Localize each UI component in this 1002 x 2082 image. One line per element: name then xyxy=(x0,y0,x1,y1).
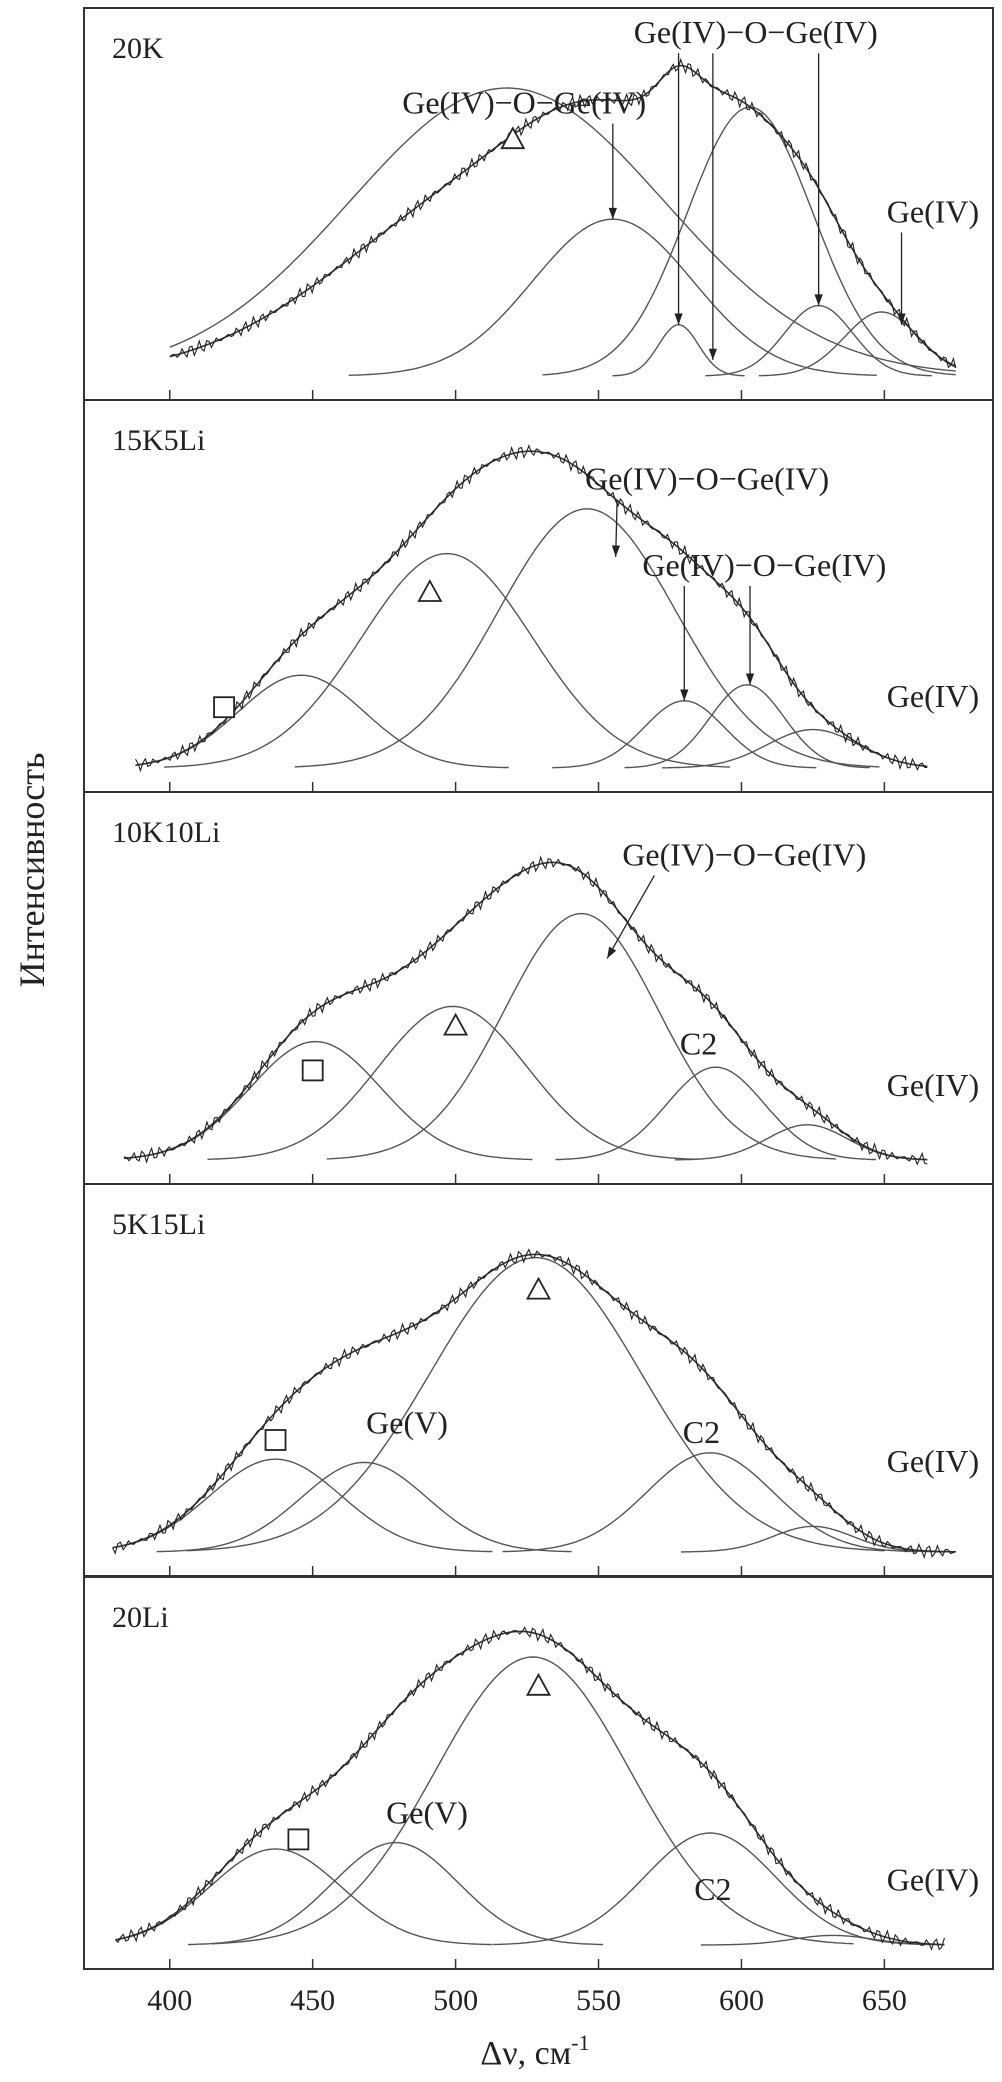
annotation-arrowhead xyxy=(897,313,906,325)
x-axis-label-exponent: -1 xyxy=(571,2030,589,2055)
annotation-arrowhead xyxy=(611,545,621,557)
measured-spectrum xyxy=(112,1248,957,1560)
x-tick-label: 400 xyxy=(147,1984,192,2017)
panel-frame xyxy=(83,1183,994,1577)
fitted-envelope xyxy=(123,861,928,1161)
component-peak-2 xyxy=(163,552,731,768)
component-peak-6 xyxy=(758,311,957,377)
annotation-arrowhead xyxy=(674,313,683,325)
component-peak-5 xyxy=(624,684,870,769)
component-peak-4 xyxy=(555,1066,877,1161)
triangle-marker xyxy=(443,1012,469,1036)
component-peak-4 xyxy=(542,106,956,376)
panel-label: 20K xyxy=(112,32,164,65)
panel-4: 5K15Li Ge(V) C2 Ge(IV) xyxy=(83,1183,994,1577)
component-peak-1 xyxy=(112,1458,493,1553)
panel-frame xyxy=(83,7,994,401)
component-peak-3 xyxy=(294,508,880,768)
panel-label: 10K10Li xyxy=(112,816,220,849)
panel-frame xyxy=(83,1576,994,1970)
x-axis: 400 450 500 550 600 650 xyxy=(147,1984,907,2017)
peak-annotation: Ge(IV)−O−Ge(IV) xyxy=(622,837,866,873)
component-peak-3 xyxy=(326,912,837,1160)
peak-annotation: Ge(V) xyxy=(386,1794,468,1830)
peak-annotation: Ge(V) xyxy=(366,1405,448,1441)
component-peak-1 xyxy=(115,1848,493,1946)
component-peak-1 xyxy=(123,1040,533,1161)
panel-label: 5K15Li xyxy=(112,1208,205,1241)
panel-5: 20Li Ge(V) C2 Ge(IV) xyxy=(83,1576,994,1970)
x-tick-label: 650 xyxy=(862,1984,907,2017)
peak-annotation: Ge(IV) xyxy=(887,1067,979,1103)
peak-annotation: C2 xyxy=(694,1871,731,1907)
square-marker xyxy=(301,1059,324,1082)
peak-annotation: C2 xyxy=(680,1025,717,1061)
peak-annotation: Ge(IV) xyxy=(887,1862,979,1898)
x-tick-label: 500 xyxy=(433,1984,478,2017)
x-axis-label-main: Δν, см xyxy=(480,2035,571,2072)
peak-annotation: Ge(IV) xyxy=(887,678,979,714)
peak-annotation: Ge(IV)−O−Ge(IV) xyxy=(585,461,829,497)
x-axis-label: Δν, см-1 xyxy=(480,2030,589,2072)
panel-1: 20K Ge(IV)−O−Ge(IV) Ge(IV)−O−Ge(IV) Ge(IV) xyxy=(83,7,994,401)
triangle-marker xyxy=(417,579,443,602)
square-marker xyxy=(213,696,235,719)
peak-annotation: Ge(IV) xyxy=(887,1443,979,1479)
annotation-arrowhead xyxy=(708,348,717,360)
panel-label: 15K5Li xyxy=(112,424,205,457)
panel-3: 10K10Li Ge(IV)−O−Ge(IV) C2 Ge(IV) xyxy=(83,791,994,1185)
component-peak-6 xyxy=(662,728,928,769)
component-peak-3 xyxy=(186,1256,885,1552)
component-peak-1 xyxy=(169,87,956,372)
component-peak-5 xyxy=(700,1934,945,1946)
spectra-panels: 20KGe(IV)−O−Ge(IV)Ge(IV)−O−Ge(IV)Ge(IV)1… xyxy=(83,7,994,1970)
component-peak-2 xyxy=(156,1461,572,1553)
measured-spectrum xyxy=(135,443,928,773)
annotation-arrow xyxy=(606,875,655,959)
component-peak-4 xyxy=(552,700,817,769)
triangle-marker xyxy=(525,1672,552,1696)
x-tick-label: 450 xyxy=(290,1984,335,2017)
annotation-arrowhead xyxy=(607,946,617,959)
annotation-arrowhead xyxy=(814,294,823,306)
measured-spectrum xyxy=(169,57,957,369)
fitted-envelope xyxy=(135,450,928,768)
component-peak-5 xyxy=(675,1124,928,1161)
component-peak-1 xyxy=(135,674,509,769)
triangle-marker xyxy=(525,1276,552,1300)
panel-frame xyxy=(83,399,994,793)
measured-spectrum xyxy=(123,855,928,1166)
panel-2: 15K5Li Ge(IV)−O−Ge(IV) Ge(IV)−O−Ge(IV) Ge(I… xyxy=(83,399,994,793)
component-peak-5 xyxy=(680,1525,945,1553)
measured-spectrum xyxy=(115,1626,945,1951)
square-marker xyxy=(264,1429,287,1451)
component-peak-2 xyxy=(207,1005,699,1160)
peak-annotation: Ge(IV)−O−Ge(IV) xyxy=(642,547,886,583)
component-peak-4 xyxy=(493,1832,928,1946)
component-peak-4 xyxy=(502,1452,918,1553)
annotation-arrowhead xyxy=(608,207,617,220)
triangle-marker xyxy=(500,126,526,150)
annotation-arrowhead xyxy=(745,673,755,685)
annotation-arrowhead xyxy=(680,689,689,701)
peak-annotation: C2 xyxy=(683,1414,720,1450)
peak-annotation: Ge(IV) xyxy=(887,193,979,229)
panel-label: 20Li xyxy=(112,1601,169,1634)
peak-annotation: Ge(IV)−O−Ge(IV) xyxy=(402,85,646,121)
x-tick-label: 600 xyxy=(719,1984,764,2017)
x-tick-label: 550 xyxy=(576,1984,621,2017)
y-axis-label: Интенсивность xyxy=(12,753,52,988)
component-peak-3 xyxy=(612,324,745,377)
square-marker xyxy=(287,1828,310,1851)
component-peak-5 xyxy=(705,304,932,377)
component-peak-3 xyxy=(212,1656,854,1945)
component-peak-2 xyxy=(187,1841,604,1946)
peak-annotation: Ge(IV)−O−Ge(IV) xyxy=(634,14,878,50)
